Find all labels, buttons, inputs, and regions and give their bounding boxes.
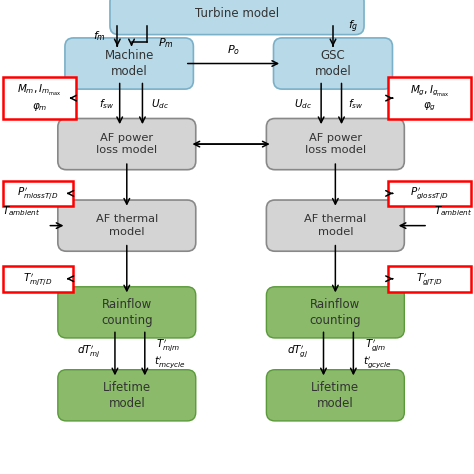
- Text: $T_{ambient}$: $T_{ambient}$: [435, 204, 473, 219]
- Text: $f_m$: $f_m$: [93, 29, 106, 43]
- FancyBboxPatch shape: [273, 38, 392, 89]
- FancyBboxPatch shape: [58, 287, 196, 338]
- FancyBboxPatch shape: [58, 118, 196, 170]
- Text: $U_{dc}$: $U_{dc}$: [294, 97, 312, 111]
- Text: Lifetime
model: Lifetime model: [311, 381, 359, 410]
- Text: $T^{\prime}_{gjT/D}$: $T^{\prime}_{gjT/D}$: [416, 271, 443, 287]
- FancyBboxPatch shape: [3, 77, 76, 119]
- FancyBboxPatch shape: [266, 287, 404, 338]
- Text: AF power
loss model: AF power loss model: [305, 133, 366, 155]
- FancyBboxPatch shape: [110, 0, 364, 35]
- Text: $M_m, I_{m_{\mathrm{max}}}$
$\varphi_m$: $M_m, I_{m_{\mathrm{max}}}$ $\varphi_m$: [18, 83, 62, 113]
- Text: AF power
loss model: AF power loss model: [96, 133, 157, 155]
- Text: Machine
model: Machine model: [104, 49, 154, 78]
- FancyBboxPatch shape: [266, 200, 404, 251]
- Text: $T_{ambient}$: $T_{ambient}$: [2, 204, 41, 219]
- FancyBboxPatch shape: [58, 200, 196, 251]
- Text: Lifetime
model: Lifetime model: [103, 381, 151, 410]
- Text: AF thermal
model: AF thermal model: [96, 214, 158, 237]
- FancyBboxPatch shape: [3, 266, 73, 292]
- Text: $T^{\prime}_{gjm}$: $T^{\prime}_{gjm}$: [365, 337, 387, 353]
- Text: $P_m$: $P_m$: [158, 36, 174, 50]
- Text: $M_g, I_{g_{\mathrm{max}}}$
$\varphi_g$: $M_g, I_{g_{\mathrm{max}}}$ $\varphi_g$: [410, 83, 449, 113]
- Text: $f_{sw}$: $f_{sw}$: [99, 97, 114, 111]
- FancyBboxPatch shape: [388, 266, 471, 292]
- Text: $P_o$: $P_o$: [227, 43, 240, 57]
- Text: $f_g$: $f_g$: [347, 18, 358, 35]
- FancyBboxPatch shape: [266, 370, 404, 421]
- Text: Rainflow
counting: Rainflow counting: [101, 298, 153, 327]
- Text: $t^{\prime}_{gcycle}$: $t^{\prime}_{gcycle}$: [363, 355, 392, 370]
- Text: $t^{\prime}_{mcycle}$: $t^{\prime}_{mcycle}$: [154, 355, 185, 370]
- Text: Rainflow
counting: Rainflow counting: [310, 298, 361, 327]
- Text: $P^{\prime}_{glossT/D}$: $P^{\prime}_{glossT/D}$: [410, 185, 449, 201]
- FancyBboxPatch shape: [266, 118, 404, 170]
- Text: AF thermal
model: AF thermal model: [304, 214, 366, 237]
- FancyBboxPatch shape: [388, 181, 471, 206]
- Text: GSC
model: GSC model: [315, 49, 351, 78]
- Text: Turbine model: Turbine model: [195, 7, 279, 20]
- Text: $dT^{\prime}_{mj}$: $dT^{\prime}_{mj}$: [77, 344, 101, 359]
- Text: $f_{sw}$: $f_{sw}$: [348, 97, 364, 111]
- FancyBboxPatch shape: [65, 38, 193, 89]
- Text: $dT^{\prime}_{gj}$: $dT^{\prime}_{gj}$: [287, 344, 308, 359]
- FancyBboxPatch shape: [388, 77, 471, 119]
- FancyBboxPatch shape: [3, 181, 73, 206]
- Text: $T^{\prime}_{mjm}$: $T^{\prime}_{mjm}$: [155, 337, 180, 353]
- Text: $T^{\prime}_{mjT/D}$: $T^{\prime}_{mjT/D}$: [23, 271, 53, 287]
- Text: $U_{dc}$: $U_{dc}$: [151, 97, 170, 111]
- FancyBboxPatch shape: [58, 370, 196, 421]
- Text: $P^{\prime}_{mlossT/D}$: $P^{\prime}_{mlossT/D}$: [17, 185, 59, 202]
